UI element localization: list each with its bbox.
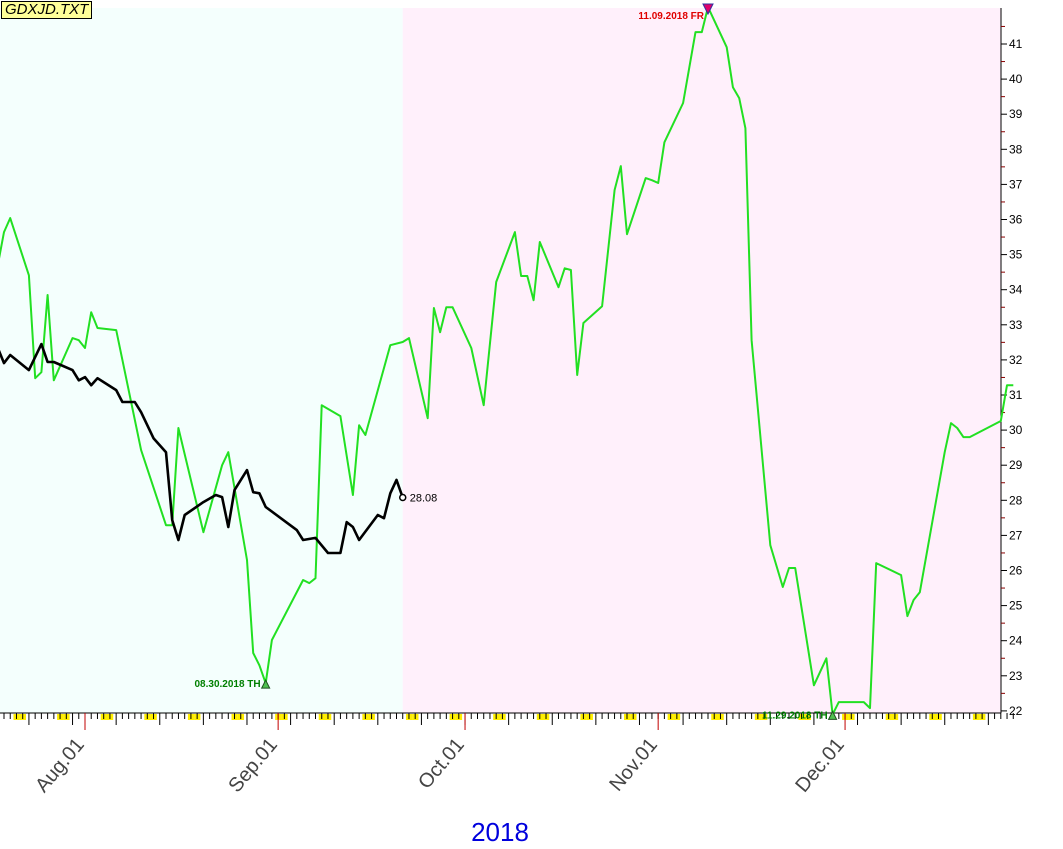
- high-annotation: 11.09.2018 FR: [638, 11, 704, 22]
- y-tick-label: 24: [1009, 634, 1023, 648]
- high-marker-icon: [702, 3, 714, 16]
- last-value-marker: [398, 493, 407, 502]
- y-tick-label: 22: [1009, 704, 1023, 718]
- shaded-region: [0, 8, 403, 713]
- y-tick-label: 27: [1009, 528, 1023, 542]
- y-tick-label: 36: [1009, 213, 1023, 227]
- last-value-label: 28.08: [410, 492, 438, 504]
- y-tick-label: 39: [1009, 107, 1023, 121]
- y-tick-label: 26: [1009, 564, 1023, 578]
- low-marker-icon: [260, 679, 271, 689]
- x-tick-label: Dec.01: [791, 734, 849, 797]
- y-tick-label: 33: [1009, 318, 1023, 332]
- y-tick-label: 35: [1009, 248, 1023, 262]
- chart-title: GDXJD.TXT: [1, 1, 93, 19]
- low-annotation: 11.29.2018 TH: [762, 710, 828, 721]
- y-tick-label: 23: [1009, 669, 1023, 683]
- y-tick-label: 30: [1009, 423, 1023, 437]
- y-tick-label: 37: [1009, 177, 1023, 191]
- x-tick-label: Oct.01: [414, 734, 469, 793]
- shaded-region: [402, 8, 1002, 713]
- y-tick-label: 25: [1009, 599, 1023, 613]
- x-tick-label: Sep.01: [224, 734, 282, 797]
- y-tick-label: 32: [1009, 353, 1023, 367]
- year-label: 2018: [471, 817, 529, 847]
- low-marker-icon: [827, 710, 838, 720]
- series-line-black: [0, 342, 404, 555]
- low-annotation: 08.30.2018 TH: [194, 679, 260, 690]
- y-tick-label: 31: [1009, 388, 1023, 402]
- y-tick-label: 41: [1009, 37, 1023, 51]
- y-tick-label: 28: [1009, 493, 1023, 507]
- x-tick-label: Aug.01: [31, 734, 89, 797]
- series-line-green: [0, 6, 1014, 716]
- y-tick-label: 40: [1009, 72, 1023, 86]
- y-tick-label: 38: [1009, 142, 1023, 156]
- x-tick-label: Nov.01: [605, 734, 662, 796]
- y-tick-label: 29: [1009, 458, 1023, 472]
- y-tick-label: 34: [1009, 283, 1023, 297]
